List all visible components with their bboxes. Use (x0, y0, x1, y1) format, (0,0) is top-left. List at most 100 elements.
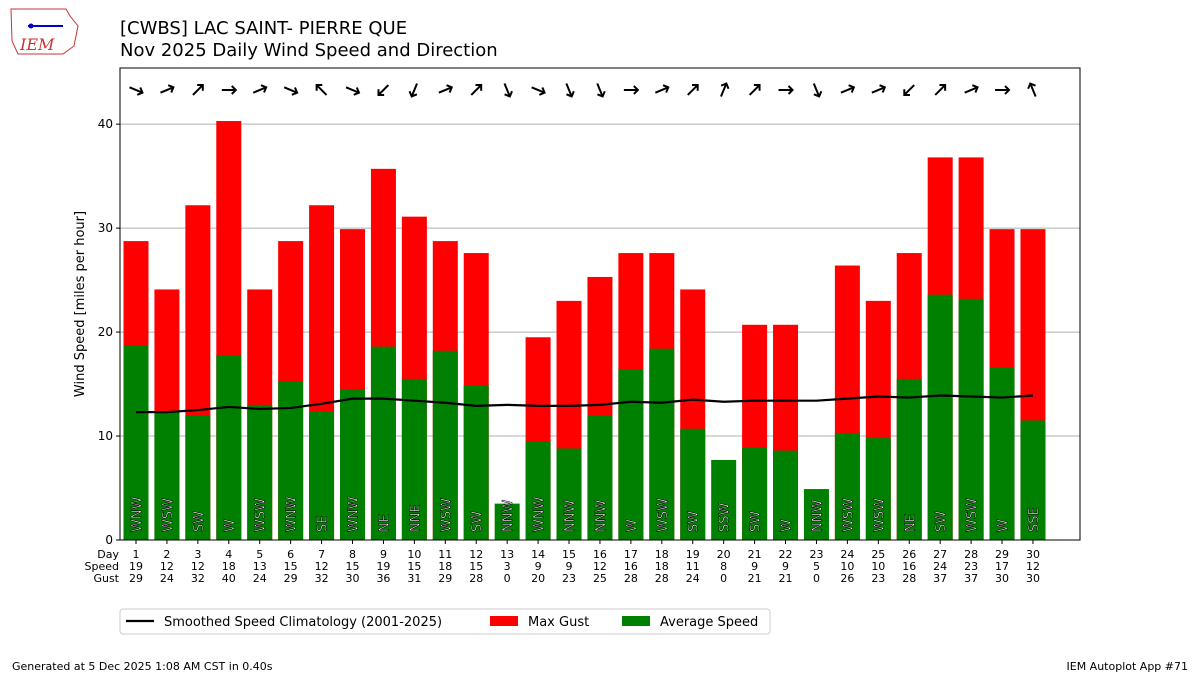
wind-arrow (252, 84, 268, 94)
wind-arrow (1027, 82, 1037, 97)
arrow-part (538, 87, 546, 96)
speed-label: 23 (964, 560, 978, 573)
day-label: 27 (933, 548, 947, 561)
wind-arrow (995, 85, 1011, 95)
gust-label: 37 (933, 572, 947, 585)
day-label: 9 (380, 548, 387, 561)
direction-label: SSW (718, 502, 733, 532)
arrow-part (720, 82, 730, 90)
day-label: 19 (686, 548, 700, 561)
day-label: 15 (562, 548, 576, 561)
wind-arrow (315, 84, 328, 96)
speed-label: 15 (284, 560, 298, 573)
wind-arrow (345, 86, 361, 96)
day-label: 13 (500, 548, 514, 561)
wind-arrow (903, 84, 915, 96)
speed-label: 10 (840, 560, 854, 573)
speed-bar (247, 404, 273, 540)
arrow-part (812, 83, 821, 97)
gust-label: 31 (407, 572, 421, 585)
direction-label: W (996, 519, 1011, 532)
direction-label: SW (470, 511, 485, 532)
direction-label: W (223, 519, 238, 532)
footer-app: IEM Autoplot App #71 (1066, 660, 1189, 673)
speed-bar (711, 459, 737, 540)
speed-bar (865, 438, 891, 540)
day-label: 8 (349, 548, 356, 561)
direction-label: SSE (1027, 507, 1042, 532)
speed-bar (680, 428, 706, 540)
speed-bar (927, 294, 953, 540)
svg-text:IEM: IEM (19, 35, 55, 54)
legend-gust-label: Max Gust (528, 615, 589, 630)
gust-label: 28 (469, 572, 483, 585)
speed-bar (370, 346, 396, 540)
arrow-part (964, 86, 978, 94)
arrow-part (787, 85, 794, 95)
speed-label: 16 (902, 560, 916, 573)
direction-label: WSW (872, 498, 887, 532)
speed-label: 9 (751, 560, 758, 573)
chart-title: [CWBS] LAC SAINT- PIERRE QUE (120, 18, 408, 39)
gust-label: 29 (438, 572, 452, 585)
speed-label: 9 (782, 560, 789, 573)
gust-label: 24 (686, 572, 700, 585)
direction-label: NE (377, 514, 392, 532)
day-label: 26 (902, 548, 916, 561)
gust-label: 40 (222, 572, 236, 585)
speed-bar (154, 412, 180, 540)
speed-label: 13 (253, 560, 267, 573)
arrow-part (377, 89, 385, 96)
speed-bar (185, 415, 211, 540)
arrow-part (410, 83, 418, 97)
gust-label: 24 (253, 572, 267, 585)
gust-label: 23 (562, 572, 576, 585)
arrow-part (192, 84, 204, 96)
direction-label: SW (192, 511, 207, 532)
day-label: 18 (655, 548, 669, 561)
speed-label: 18 (655, 560, 669, 573)
day-label: 20 (717, 548, 731, 561)
arrow-part (1027, 82, 1036, 90)
arrow-part (692, 84, 699, 91)
direction-label: WSW (439, 498, 454, 532)
plot-frame (119, 67, 1081, 541)
arrow-part (840, 86, 855, 94)
arrow-part (283, 86, 298, 94)
gust-label: 28 (624, 572, 638, 585)
wind-arrow (192, 84, 204, 96)
direction-label: WNW (285, 496, 300, 532)
speed-bar (618, 369, 644, 540)
arrow-part (687, 84, 699, 96)
arrow-part (475, 84, 483, 91)
wind-arrow (748, 84, 761, 96)
wind-arrow (596, 83, 606, 98)
wind-arrow (377, 84, 390, 96)
day-label: 2 (163, 548, 170, 561)
arrow-part (470, 84, 482, 96)
wind-arrow (720, 82, 730, 97)
arrow-part (129, 86, 143, 94)
direction-label: WNW (532, 496, 547, 532)
speed-label: 12 (191, 560, 205, 573)
day-label: 29 (995, 548, 1009, 561)
row-label: Gust (93, 572, 119, 585)
speed-bar (309, 411, 335, 540)
day-label: 1 (133, 548, 140, 561)
day-label: 30 (1026, 548, 1040, 561)
day-label: 23 (809, 548, 823, 561)
wind-arrow (623, 85, 640, 95)
day-label: 22 (779, 548, 793, 561)
arrow-part (565, 83, 573, 97)
speed-label: 15 (407, 560, 421, 573)
speed-bar (340, 389, 366, 540)
arrow-part (748, 84, 761, 96)
arrow-part (939, 84, 947, 91)
speed-bar (556, 448, 582, 540)
gust-label: 21 (748, 572, 762, 585)
gust-label: 36 (376, 572, 390, 585)
speed-bar (742, 447, 768, 540)
arrow-part (260, 84, 268, 93)
wind-arrow (438, 84, 454, 94)
gust-label: 25 (593, 572, 607, 585)
